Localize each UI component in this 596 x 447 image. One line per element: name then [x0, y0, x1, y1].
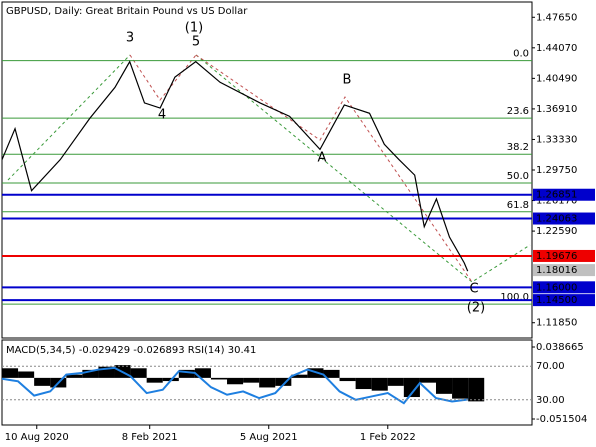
macd-bar [275, 377, 292, 386]
level-tag [533, 212, 595, 225]
macd-bar [419, 377, 436, 383]
level-tag [533, 264, 595, 277]
y-tick-label: 1.22590 [536, 226, 577, 237]
macd-bar [82, 369, 99, 378]
wave-label: 3 [126, 31, 134, 46]
macd-bar [146, 377, 163, 383]
x-tick-label: 10 Aug 2020 [5, 432, 69, 443]
y-tick-label: 1.36910 [536, 104, 577, 115]
y-tick-label: 1.29750 [536, 165, 577, 176]
level-tag [533, 281, 595, 294]
wave-line [7, 54, 131, 181]
macd-bar [339, 377, 356, 382]
level-label: 1.16000 [536, 282, 577, 293]
rsi-tick-label: 70.00 [536, 361, 565, 372]
macd-bar [435, 377, 453, 394]
indicator-label: MACD(5,34,5) -0.029429 -0.026893 RSI(14)… [6, 345, 256, 356]
rsi-line [1, 366, 469, 405]
level-label: 1.26851 [536, 190, 577, 201]
level-label: 1.14500 [536, 295, 577, 306]
fib-label: 50.0 [507, 171, 529, 182]
macd-bar [259, 377, 276, 388]
wave-label: 4 [158, 108, 166, 123]
y-tick-label: 1.40490 [536, 73, 577, 84]
macd-bar [227, 377, 244, 385]
fib-label: 0.0 [513, 49, 529, 60]
wave-label: (1) [185, 21, 203, 36]
macd-bar [34, 377, 51, 386]
x-tick-label: 1 Feb 2022 [360, 432, 416, 443]
wave-label: (2) [467, 301, 485, 316]
fib-label: 100.0 [500, 292, 529, 303]
level-tag [533, 249, 595, 262]
fib-label: 61.8 [507, 200, 529, 211]
x-tick-label: 5 Aug 2021 [240, 432, 298, 443]
macd-tick-label: -0.051504 [536, 414, 587, 425]
macd-bar [66, 374, 83, 378]
wave-label: A [318, 151, 327, 166]
y-tick-label: 1.11850 [536, 318, 577, 329]
macd-bar [18, 371, 35, 378]
x-tick-label: 8 Feb 2021 [122, 432, 178, 443]
macd-bar [371, 377, 388, 391]
macd-bar [452, 377, 469, 399]
macd-bar [387, 377, 404, 386]
wave-line [195, 54, 531, 283]
y-tick-label: 1.26170 [536, 196, 577, 207]
macd-bar [2, 368, 19, 378]
level-label: 1.18016 [536, 265, 577, 276]
level-tag [533, 188, 595, 201]
macd-bar [178, 369, 195, 378]
chart-title: GBPUSD, Daily: Great Britain Pound vs US… [6, 6, 248, 17]
macd-bar [291, 374, 308, 378]
price-line [1, 60, 469, 272]
macd-bar [323, 369, 340, 378]
wave-label: C [469, 282, 478, 297]
fib-label: 38.2 [507, 142, 529, 153]
rsi-tick-label: 30.00 [536, 395, 565, 406]
macd-bar [243, 377, 260, 383]
level-label: 1.24063 [536, 214, 577, 225]
y-tick-label: 1.44070 [536, 43, 577, 54]
macd-bar [403, 377, 420, 398]
macd-bar [355, 377, 372, 390]
macd-bar [130, 368, 147, 378]
fib-label: 23.6 [507, 106, 529, 117]
level-tag [533, 294, 595, 307]
wave-label: 5 [192, 35, 200, 50]
y-tick-label: 1.33330 [536, 134, 577, 145]
macd-bar [98, 366, 115, 378]
macd-tick-label: 0.038665 [536, 342, 584, 353]
macd-bar [468, 377, 485, 402]
macd-bar [210, 377, 228, 380]
wave-label: B [343, 73, 352, 88]
indicator-panel [1, 339, 533, 426]
macd-bar [194, 368, 211, 378]
level-label: 1.19676 [536, 251, 577, 262]
y-tick-label: 1.47650 [536, 12, 577, 23]
